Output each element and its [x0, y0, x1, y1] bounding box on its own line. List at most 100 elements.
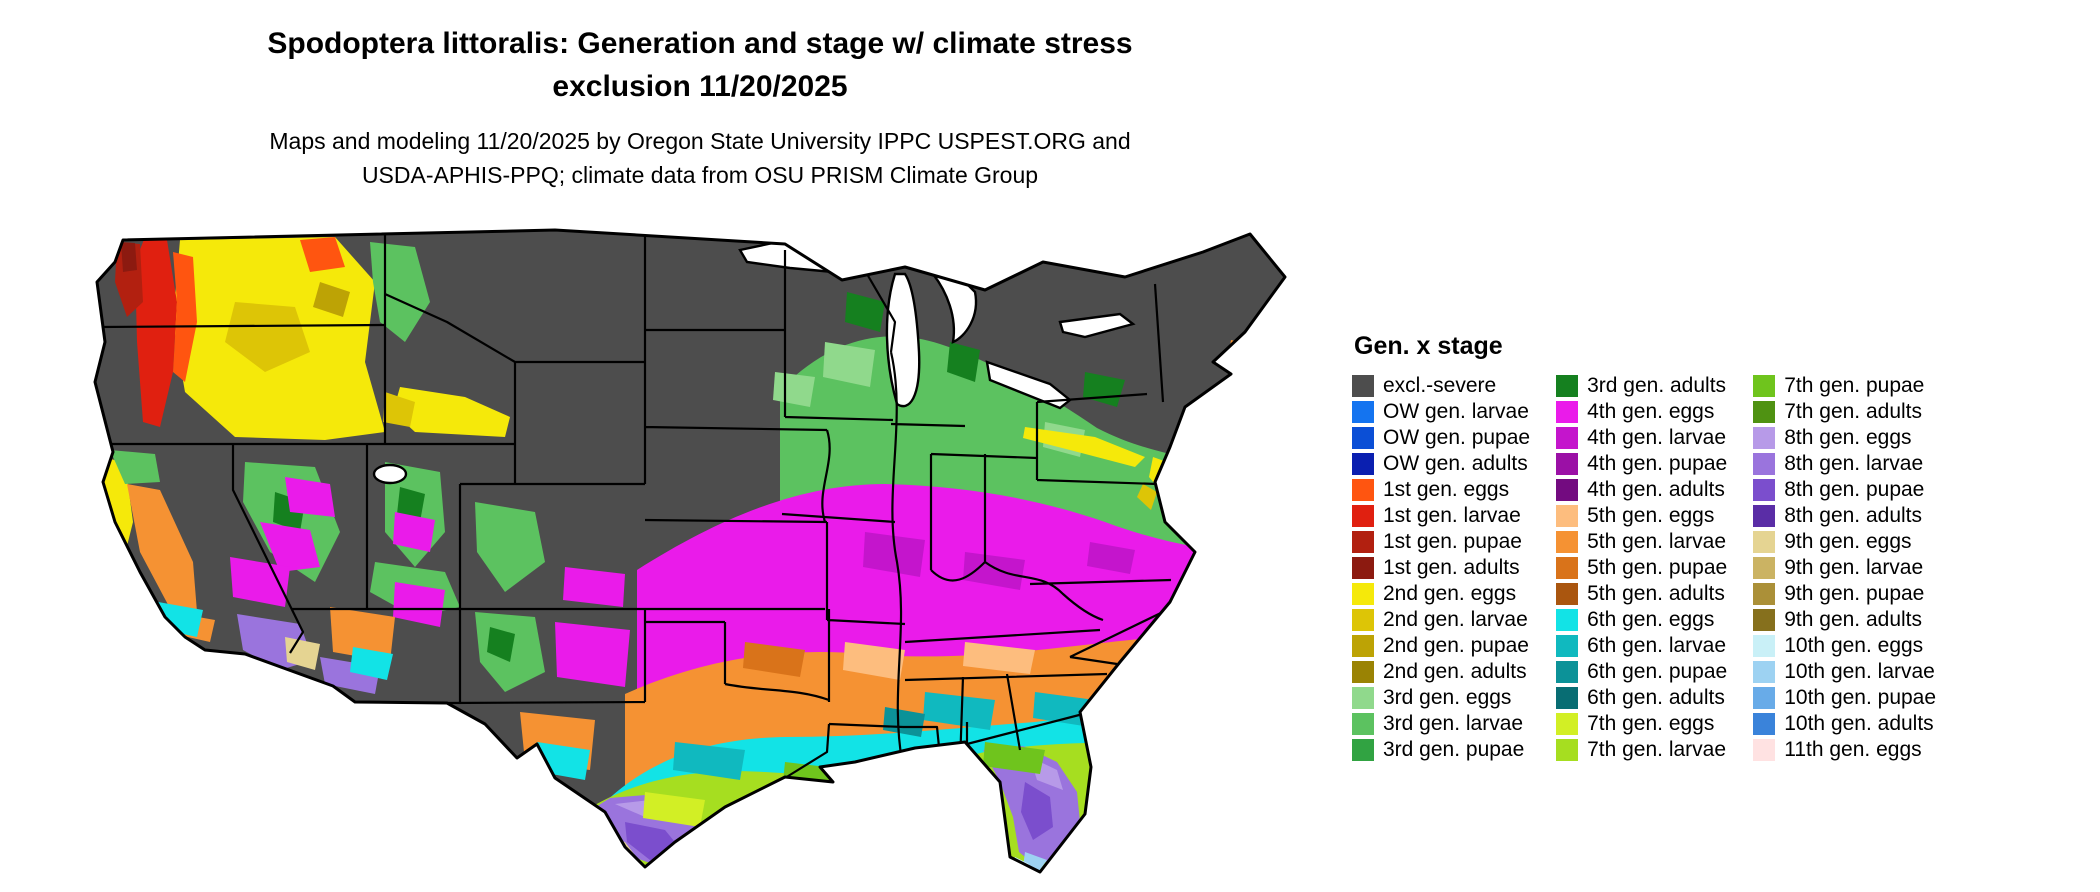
map-patches-west-2nd-gen-larvae: [225, 302, 415, 427]
legend-item-label: 1st gen. pupae: [1383, 530, 1522, 553]
legend-item-label: 2nd gen. adults: [1383, 660, 1527, 683]
legend-item-label: OW gen. adults: [1383, 452, 1528, 475]
legend-swatch: [1556, 557, 1579, 579]
legend-swatch: [1753, 375, 1776, 397]
legend-swatch: [1352, 401, 1374, 423]
legend-swatch: [1352, 557, 1374, 579]
legend-item: 3rd gen. eggs: [1352, 685, 1530, 711]
legend-swatch: [1352, 609, 1374, 631]
legend-column: 3rd gen. adults 4th gen. eggs 4th gen. lar…: [1556, 373, 1727, 763]
page-title-line2: exclusion 11/20/2025: [552, 70, 848, 103]
legend-swatch: [1556, 661, 1579, 683]
legend-swatch: [1352, 583, 1374, 605]
legend-item-label: 6th gen. pupae: [1587, 660, 1728, 683]
legend-item: 3rd gen. larvae: [1352, 711, 1530, 737]
legend-item: 1st gen. larvae: [1352, 503, 1530, 529]
legend-swatch: [1753, 505, 1776, 527]
legend-item-label: 9th gen. adults: [1784, 608, 1923, 631]
legend-item: 1st gen. adults: [1352, 555, 1530, 581]
legend-item: 10th gen. pupae: [1753, 685, 1936, 711]
legend-swatch: [1556, 583, 1579, 605]
legend-item: 4th gen. pupae: [1556, 451, 1727, 477]
legend-item-label: OW gen. larvae: [1383, 400, 1529, 423]
legend-item: 10th gen. larvae: [1753, 659, 1936, 685]
legend-item: 4th gen. adults: [1556, 477, 1727, 503]
legend-swatch: [1556, 453, 1579, 475]
legend-item-label: 2nd gen. eggs: [1383, 582, 1517, 605]
legend-item-label: 3rd gen. adults: [1587, 374, 1727, 397]
us-outline: [93, 228, 1287, 874]
legend-item: 2nd gen. adults: [1352, 659, 1530, 685]
legend-swatch: [1352, 427, 1374, 449]
legend-item: 7th gen. larvae: [1556, 737, 1727, 763]
map-patch-cascades-1st-larvae: [135, 237, 177, 427]
legend-item: 2nd gen. larvae: [1352, 607, 1530, 633]
legend-swatch: [1352, 739, 1374, 761]
legend-swatch: [1753, 401, 1776, 423]
page-title-line1: Spodoptera littoralis: Generation and st…: [267, 27, 1133, 60]
map-patches-5th-gen-eggs: [843, 642, 1035, 680]
legend-item-label: 2nd gen. larvae: [1383, 608, 1528, 631]
legend-item-label: 1st gen. adults: [1383, 556, 1520, 579]
legend-item: excl.-severe: [1352, 373, 1530, 399]
legend-item-label: 4th gen. eggs: [1587, 400, 1715, 423]
subtitle: Maps and modeling 11/20/2025 by Oregon S…: [0, 124, 1400, 192]
legend-swatch: [1352, 635, 1374, 657]
legend-swatch: [1556, 427, 1579, 449]
legend-item-label: excl.-severe: [1383, 374, 1497, 397]
legend-item: 7th gen. adults: [1753, 399, 1936, 425]
legend-item: 5th gen. eggs: [1556, 503, 1727, 529]
legend-item-label: 3rd gen. larvae: [1383, 712, 1524, 735]
legend-swatch: [1556, 505, 1579, 527]
legend-item: 5th gen. larvae: [1556, 529, 1727, 555]
legend-item-label: 6th gen. adults: [1587, 686, 1725, 709]
legend-item-label: 10th gen. pupae: [1784, 686, 1937, 709]
legend-item-label: 7th gen. larvae: [1587, 738, 1727, 761]
legend-swatch: [1753, 713, 1776, 735]
legend-item-label: 8th gen. adults: [1784, 504, 1923, 527]
subtitle-line2: USDA-APHIS-PPQ; climate data from OSU PR…: [361, 162, 1039, 188]
subtitle-line1: Maps and modeling 11/20/2025 by Oregon S…: [269, 128, 1131, 154]
legend-item: 11th gen. eggs: [1753, 737, 1936, 763]
legend-column: 7th gen. pupae 7th gen. adults 8th gen. eg…: [1753, 373, 1936, 763]
legend-swatch: [1556, 635, 1579, 657]
lake-ontario: [1058, 312, 1136, 339]
legend-swatch: [1753, 479, 1776, 501]
legend-item-label: 7th gen. adults: [1784, 400, 1923, 423]
map-patches-west-3rd-gen-adults: [273, 487, 515, 662]
legend-item: 9th gen. larvae: [1753, 555, 1936, 581]
legend-item: 3rd gen. pupae: [1352, 737, 1530, 763]
legend-swatch: [1352, 375, 1374, 397]
map-patches-1st-gen-eggs: [173, 237, 345, 382]
legend-item: 2nd gen. eggs: [1352, 581, 1530, 607]
map-patches-6th-gen-larvae: [673, 692, 1095, 780]
legend-swatch: [1352, 453, 1374, 475]
legend-swatch: [1556, 687, 1579, 709]
legend-item-label: 4th gen. pupae: [1587, 452, 1728, 475]
legend-item: 9th gen. adults: [1753, 607, 1936, 633]
legend-swatch: [1753, 739, 1776, 761]
legend-item: 4th gen. eggs: [1556, 399, 1727, 425]
legend-swatch: [1556, 531, 1579, 553]
legend-item: 3rd gen. adults: [1556, 373, 1727, 399]
legend-item-label: 5th gen. pupae: [1587, 556, 1728, 579]
legend-item: 8th gen. larvae: [1753, 451, 1936, 477]
state-borders: [95, 234, 1172, 779]
map-patch-1st-gen-adults: [121, 242, 137, 272]
legend-item-label: 1st gen. eggs: [1383, 478, 1510, 501]
legend-item: 1st gen. pupae: [1352, 529, 1530, 555]
legend-item: OW gen. pupae: [1352, 425, 1530, 451]
map-patches-west-4th-gen: [230, 477, 630, 687]
legend: Gen. x stage excl.-severe OW gen. larvae O…: [1352, 332, 1936, 763]
legend-item-label: 3rd gen. eggs: [1383, 686, 1512, 709]
legend-columns: excl.-severe OW gen. larvae OW gen. pupae O…: [1352, 373, 1936, 763]
map-patch-6th-gen-pupae: [883, 707, 925, 737]
legend-item: 4th gen. larvae: [1556, 425, 1727, 451]
legend-item-label: 4th gen. larvae: [1587, 426, 1727, 449]
legend-item: 7th gen. eggs: [1556, 711, 1727, 737]
legend-swatch: [1556, 401, 1579, 423]
legend-item: 7th gen. pupae: [1753, 373, 1936, 399]
legend-swatch: [1753, 635, 1776, 657]
legend-item-label: 5th gen. adults: [1587, 582, 1725, 605]
legend-item: 6th gen. eggs: [1556, 607, 1727, 633]
